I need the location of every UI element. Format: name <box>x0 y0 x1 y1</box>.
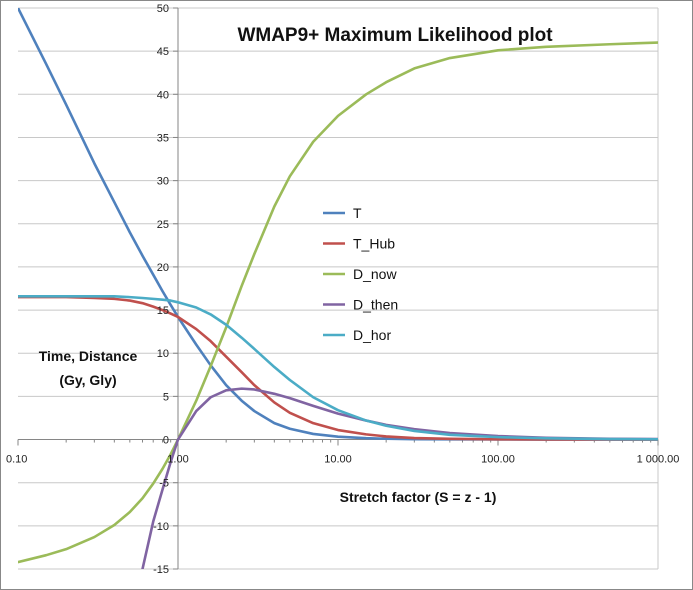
legend-label-d-now: D_now <box>353 266 397 282</box>
y-tick-label: -10 <box>153 521 169 533</box>
x-tick-label: 1 000.00 <box>637 454 680 466</box>
y-tick-label: 15 <box>157 305 169 317</box>
y-tick-label: -5 <box>159 478 169 490</box>
legend-label-d-then: D_then <box>353 297 398 313</box>
x-tick-label: 0.10 <box>6 454 27 466</box>
x-tick-label: 10.00 <box>324 454 352 466</box>
series-line-d-now <box>18 41 658 564</box>
tick-labels: -15 -10 -5 0 5 10 15 20 25 30 35 40 45 50 0.10 1.00 10.0… <box>6 3 679 576</box>
y-tick-label: 0 <box>163 435 169 447</box>
y-tick-label: 10 <box>157 348 169 360</box>
y-tick-label: 40 <box>157 89 169 101</box>
y-tick-label: 45 <box>157 46 169 58</box>
y-tick-label: 50 <box>157 3 169 15</box>
y-tick-label: 20 <box>157 262 169 274</box>
y-tick-label: 5 <box>163 391 169 403</box>
y-tick-label: 35 <box>157 132 169 144</box>
y-tick-label: 30 <box>157 176 169 188</box>
x-tick-label: 100.00 <box>481 454 515 466</box>
legend: T T_Hub D_now D_then D_hor <box>323 205 398 343</box>
series-line-d-then <box>141 387 658 569</box>
legend-label-d-hor: D_hor <box>353 327 391 343</box>
y-tick-label: -15 <box>153 564 169 576</box>
series-layer <box>18 8 658 569</box>
legend-label-t: T <box>353 205 362 221</box>
legend-label-t-hub: T_Hub <box>353 236 395 252</box>
x-tick-label: 1.00 <box>167 454 188 466</box>
series-line-t-hub <box>18 295 658 441</box>
series-line-d-hor <box>18 294 658 441</box>
x-axis-label: Stretch factor (S = z - 1) <box>340 489 497 505</box>
y-axis-label-line2: (Gy, Gly) <box>59 372 116 388</box>
y-axis-label-line1: Time, Distance <box>39 348 138 364</box>
y-tick-label: 25 <box>157 219 169 231</box>
chart-title: WMAP9+ Maximum Likelihood plot <box>237 25 553 46</box>
